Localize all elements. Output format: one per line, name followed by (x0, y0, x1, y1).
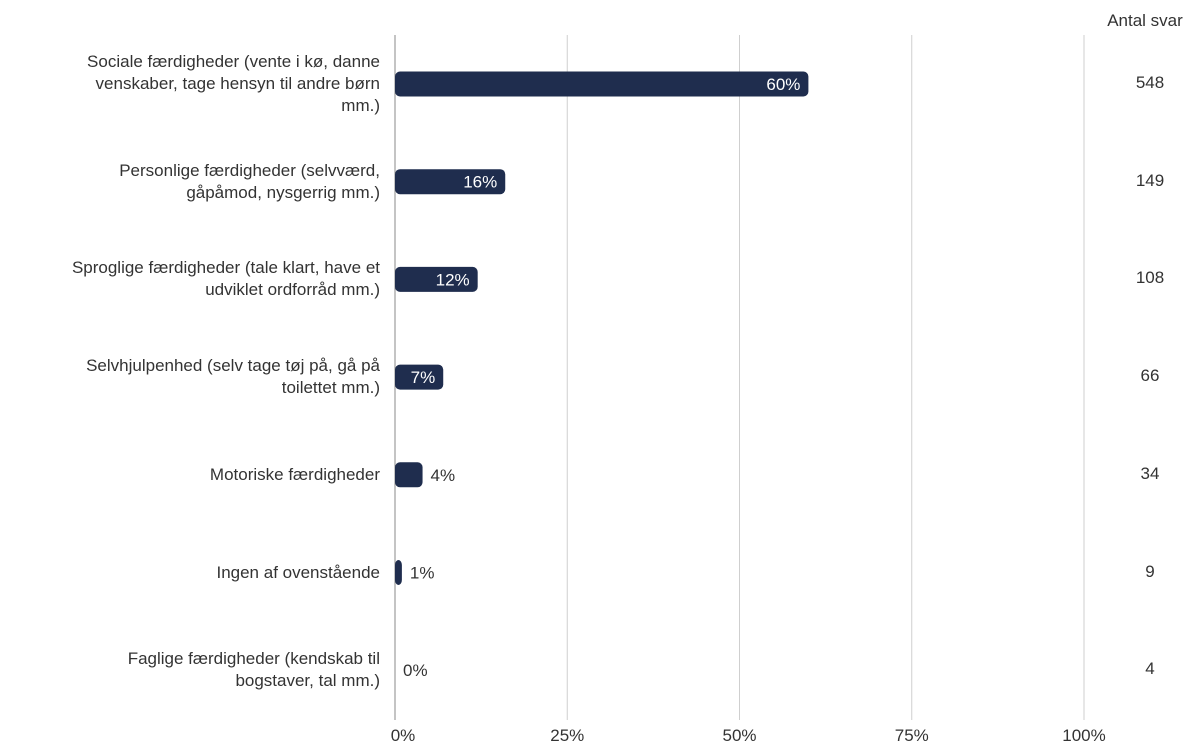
x-tick-label: 50% (722, 726, 756, 744)
category-label: Ingen af ovenstående (216, 562, 380, 582)
bar-value-label: 1% (410, 564, 435, 583)
x-tick-label: 25% (550, 726, 584, 744)
response-count: 548 (1135, 73, 1165, 92)
bar-value-label: 4% (431, 466, 456, 485)
bar (395, 462, 423, 488)
category-label: Personlige færdigheder (selvværd, gåpåmo… (119, 160, 380, 202)
bar (395, 266, 478, 292)
response-count: 34 (1140, 463, 1160, 483)
response-count: 9 (1145, 561, 1155, 581)
bar-value-label: 16% (463, 173, 497, 192)
bar (395, 169, 506, 195)
category-label: Sproglige færdigheder (tale klart, have … (71, 258, 380, 300)
x-tick-label: 75% (895, 726, 929, 744)
response-count: 149 (1135, 170, 1165, 190)
x-tick-label: 0% (391, 726, 416, 744)
bar-value-label: 0% (403, 661, 428, 680)
category-label: Sociale færdigheder (vente i kø, danne v… (87, 52, 380, 115)
bar-value-label: 60% (766, 75, 800, 94)
count-column-header: Antal svar (1107, 11, 1183, 30)
bar-value-label: 12% (436, 270, 470, 289)
x-tick-label: 100% (1062, 726, 1105, 744)
response-count: 108 (1135, 268, 1165, 288)
bar (395, 71, 809, 97)
response-count: 4 (1145, 659, 1155, 679)
response-count: 66 (1140, 366, 1160, 386)
bar (395, 560, 402, 585)
category-label: Selvhjulpenhed (selv tage tøj på, gå på … (86, 356, 380, 398)
bar (395, 364, 444, 390)
category-label: Motoriske færdigheder (209, 464, 380, 484)
category-label: Faglige færdigheder (kendskab til bogsta… (127, 649, 380, 691)
bar-value-label: 7% (411, 368, 436, 387)
